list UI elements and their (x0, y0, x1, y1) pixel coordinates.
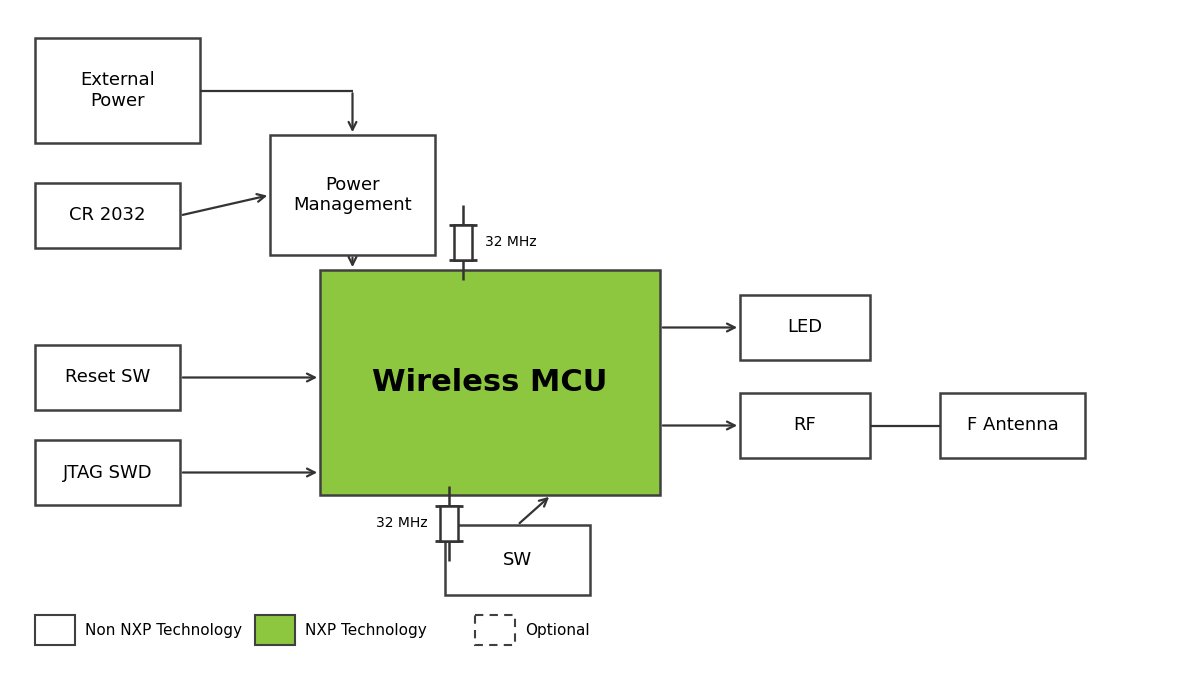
Text: JTAG SWD: JTAG SWD (62, 464, 152, 481)
Bar (35, 183, 180, 248)
Text: SW: SW (503, 551, 532, 569)
Text: Non NXP Technology: Non NXP Technology (85, 622, 242, 637)
Bar (475, 615, 515, 645)
Text: Reset SW: Reset SW (65, 369, 150, 387)
Text: NXP Technology: NXP Technology (305, 622, 427, 637)
Text: Power
Management: Power Management (293, 176, 412, 215)
Bar (454, 225, 472, 259)
Bar (440, 506, 458, 541)
Text: External
Power: External Power (80, 71, 155, 110)
Text: Optional: Optional (526, 622, 589, 637)
Bar (35, 345, 180, 410)
Text: 32 MHz: 32 MHz (485, 235, 536, 249)
Bar (35, 38, 200, 143)
Bar (35, 440, 180, 505)
Bar (35, 615, 74, 645)
Bar (940, 393, 1085, 458)
Bar (320, 270, 660, 495)
Text: F Antenna: F Antenna (967, 416, 1058, 435)
Bar (740, 393, 870, 458)
Bar (270, 135, 436, 255)
Text: Wireless MCU: Wireless MCU (372, 368, 607, 397)
Text: 32 MHz: 32 MHz (376, 516, 427, 530)
Bar (445, 525, 590, 595)
Text: LED: LED (787, 319, 822, 337)
Text: CR 2032: CR 2032 (70, 207, 145, 225)
Bar (256, 615, 295, 645)
Bar (740, 295, 870, 360)
Text: RF: RF (793, 416, 816, 435)
